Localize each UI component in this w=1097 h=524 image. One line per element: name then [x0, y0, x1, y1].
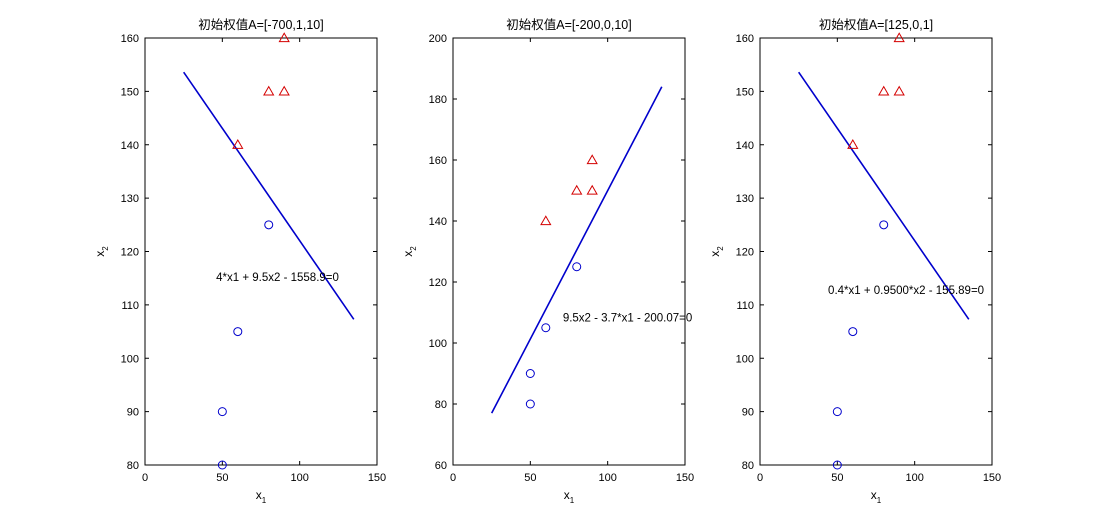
equation-annotation: 4*x1 + 9.5x2 - 1558.9=0 [216, 272, 339, 284]
y-axis-label-main: x [93, 251, 107, 257]
y-axis-label-main: x [708, 251, 722, 257]
plot-panel-3: 0 50 100 150 80 90 100 110 120 130 140 150 160 初始权值A=… [708, 17, 1001, 505]
circle-marker [541, 323, 551, 333]
triangle-marker [263, 85, 275, 96]
y-axis-label: x2 [708, 246, 725, 257]
x-tick-label: 100 [905, 472, 923, 484]
triangle-marker [540, 215, 552, 226]
y-axis-label-sub: 2 [716, 246, 725, 251]
triangle-marker [586, 184, 598, 195]
x-tick-label: 0 [142, 472, 148, 484]
triangle-marker [278, 85, 290, 96]
y-tick-label: 100 [429, 338, 447, 350]
y-tick-label: 120 [429, 277, 447, 289]
x-axis-label: x1 [871, 488, 882, 505]
y-tick-label: 110 [736, 300, 754, 312]
circle-marker [525, 369, 535, 378]
plot-title: 初始权值A=[125,0,1] [819, 17, 933, 32]
decision-boundary-line [183, 71, 355, 320]
y-tick-label: 90 [127, 407, 139, 419]
equation-annotation: 9.5x2 - 3.7*x1 - 200.07=0 [563, 313, 692, 325]
triangle-marker [893, 85, 905, 96]
y-tick-label: 100 [121, 353, 139, 365]
x-axis-label-sub: 1 [877, 496, 882, 505]
triangle-marker [847, 138, 859, 149]
circle-marker [264, 220, 274, 230]
plot-title: 初始权值A=[-700,1,10] [198, 17, 323, 32]
y-tick-label: 130 [121, 193, 139, 205]
x-axis-label-main: x [256, 488, 262, 502]
x-tick-label: 100 [598, 472, 616, 484]
x-tick-label: 50 [831, 472, 843, 484]
y-axis-label: x2 [401, 246, 418, 257]
y-tick-label: 180 [429, 94, 447, 106]
x-tick-label: 50 [216, 472, 228, 484]
y-tick-label: 110 [121, 300, 139, 312]
y-tick-label: 160 [429, 155, 447, 167]
triangle-marker [278, 32, 290, 43]
y-tick-label: 160 [736, 33, 754, 45]
y-tick-label: 140 [121, 140, 139, 152]
y-tick-label: 60 [435, 460, 447, 472]
decision-boundary-line [490, 86, 663, 414]
triangle-marker [232, 138, 244, 149]
y-tick-label: 120 [736, 247, 754, 259]
x-axis-label-sub: 1 [570, 496, 575, 505]
y-tick-label: 150 [736, 86, 754, 98]
y-axis-label-sub: 2 [409, 246, 418, 251]
x-axis-label-main: x [871, 488, 877, 502]
x-axis-label-sub: 1 [262, 496, 267, 505]
triangle-marker [586, 154, 598, 165]
circle-marker [217, 460, 227, 470]
x-tick-label: 100 [290, 472, 308, 484]
x-tick-label: 150 [676, 472, 694, 484]
y-tick-label: 140 [736, 140, 754, 152]
equation-annotation: 0.4*x1 + 0.9500*x2 - 155.89=0 [828, 285, 984, 297]
y-tick-label: 160 [121, 33, 139, 45]
x-tick-label: 150 [983, 472, 1001, 484]
y-axis-label: x2 [93, 246, 110, 257]
y-axis-label-sub: 2 [101, 246, 110, 251]
plot-panel-2: 0 50 100 150 60 80 100 120 140 160 180 200 初始权值A=[-2… [401, 17, 694, 505]
y-tick-label: 200 [429, 33, 447, 45]
plot-panel-1: 0 50 100 150 80 90 100 110 120 130 140 150 160 初始权值A=… [93, 17, 386, 505]
x-tick-label: 50 [524, 472, 536, 484]
y-tick-label: 80 [127, 460, 139, 472]
circle-marker [848, 327, 858, 337]
axes-box [759, 37, 993, 466]
x-tick-label: 0 [450, 472, 456, 484]
x-axis-label-main: x [564, 488, 570, 502]
y-tick-label: 100 [736, 353, 754, 365]
plot-title: 初始权值A=[-200,0,10] [506, 17, 631, 32]
y-tick-label: 80 [742, 460, 754, 472]
y-tick-label: 140 [429, 216, 447, 228]
x-tick-label: 150 [368, 472, 386, 484]
circle-marker [572, 262, 582, 272]
circle-marker [233, 327, 243, 337]
triangle-marker [893, 32, 905, 43]
y-tick-label: 150 [121, 86, 139, 98]
x-axis-label: x1 [564, 488, 575, 505]
axes-box [144, 37, 378, 466]
triangle-marker [878, 85, 890, 96]
y-tick-label: 130 [736, 193, 754, 205]
triangle-marker [571, 184, 583, 195]
y-axis-label-main: x [401, 251, 415, 257]
x-tick-label: 0 [757, 472, 763, 484]
decision-boundary-line [798, 71, 970, 320]
y-tick-label: 90 [742, 407, 754, 419]
axes-box [452, 37, 686, 466]
y-tick-label: 80 [435, 399, 447, 411]
x-axis-label: x1 [256, 488, 267, 505]
circle-marker [217, 407, 227, 417]
y-tick-label: 120 [121, 247, 139, 259]
circle-marker [832, 407, 842, 417]
circle-marker [879, 220, 889, 230]
circle-marker [832, 460, 842, 470]
circle-marker [525, 399, 535, 409]
